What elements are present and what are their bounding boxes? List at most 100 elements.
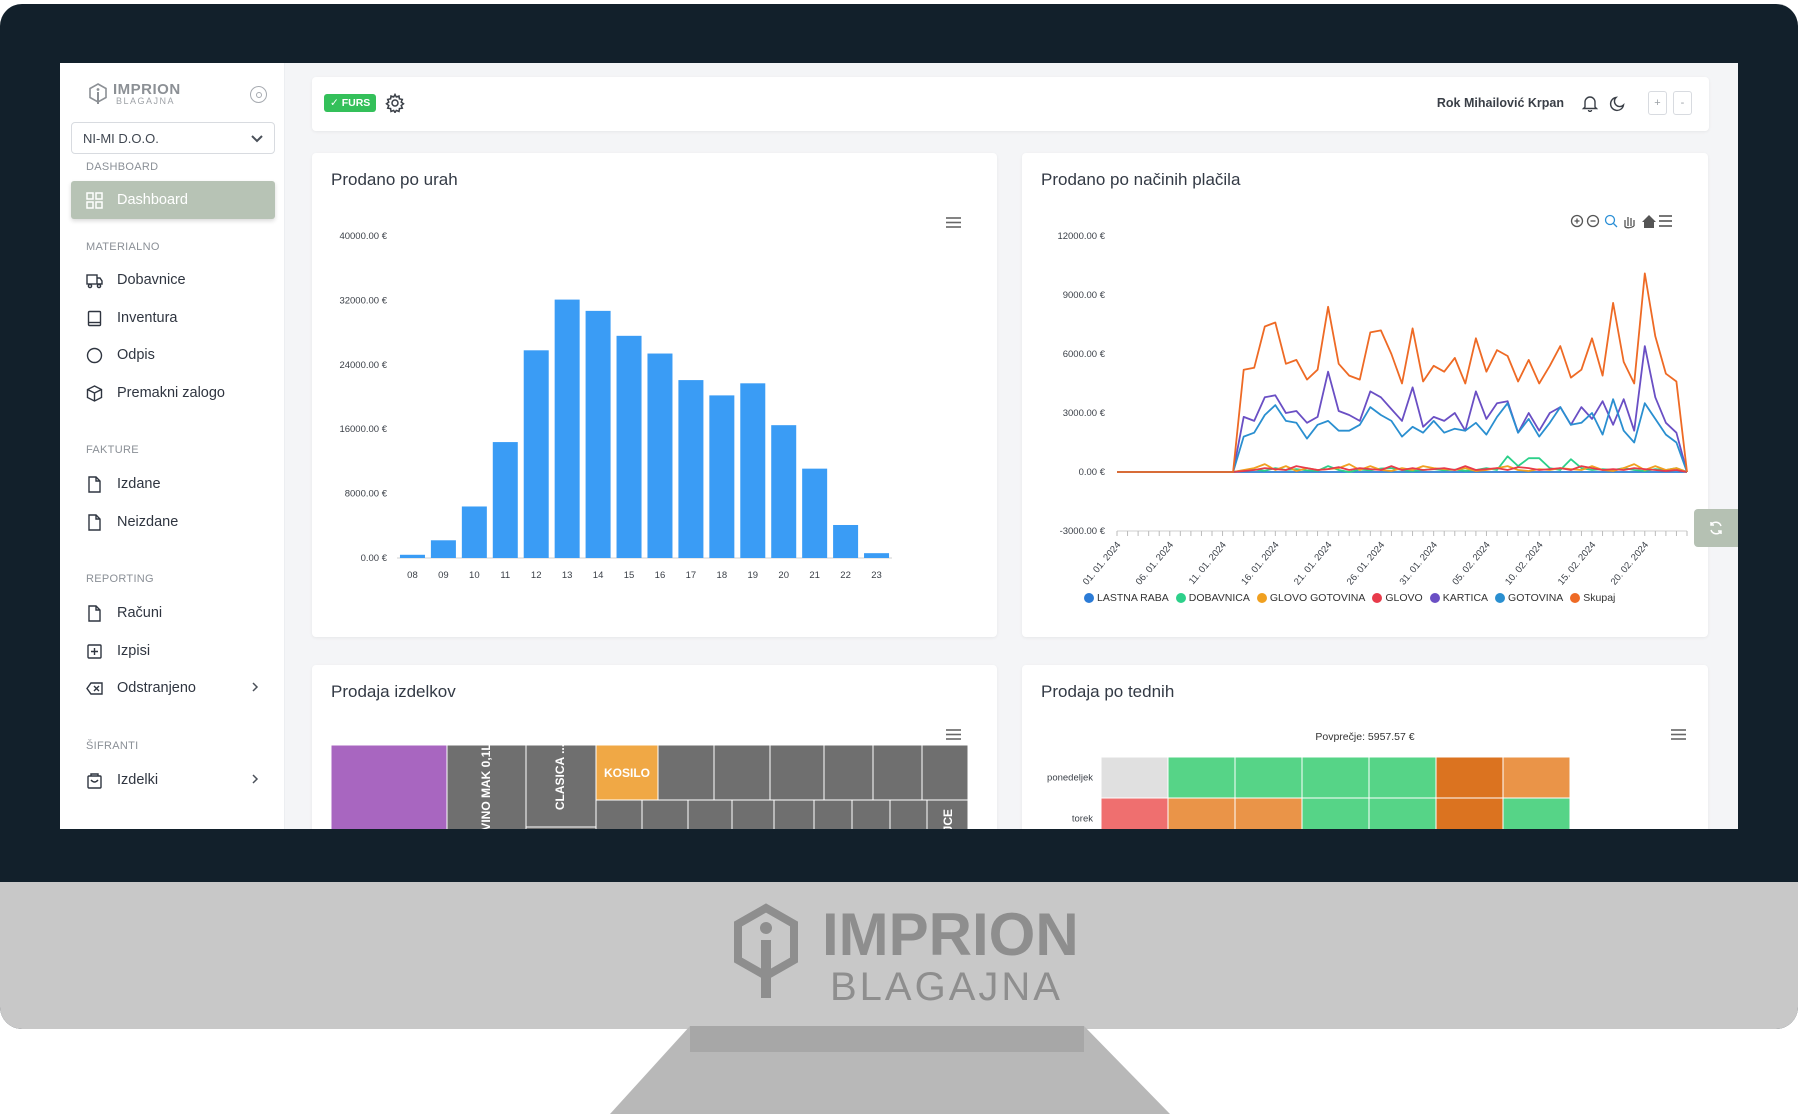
x-tick-label: 01. 01. 2024 (1081, 540, 1123, 588)
sidebar-item-label: Izdelki (117, 772, 159, 788)
box-icon (86, 384, 103, 402)
legend-item[interactable]: GLOVO (1372, 592, 1423, 604)
sidebar-item-izpisi[interactable]: Izpisi (71, 632, 275, 670)
sidebar-item-inventura[interactable]: Inventura (71, 299, 275, 337)
magnify-icon[interactable] (1604, 214, 1618, 228)
file-icon (88, 604, 101, 622)
file-icon (88, 513, 101, 531)
company-select[interactable]: NI-MI D.O.O. (71, 122, 275, 154)
row-label: torek (1072, 814, 1093, 825)
sidebar-item-label: Dashboard (117, 192, 188, 208)
sidebar-item-label: Inventura (117, 310, 178, 326)
chart-menu-icon[interactable] (946, 217, 961, 228)
zoom-in-icon[interactable] (1570, 214, 1584, 228)
sidebar-item-label: Izdane (117, 476, 161, 492)
card-title: Prodaja izdelkov (331, 682, 456, 701)
y-tick-label: 9000.00 € (1063, 290, 1106, 301)
legend-item[interactable]: GOTOVINA (1495, 592, 1563, 604)
weekly-average: Povprečje: 5957.57 € (1315, 731, 1415, 743)
zoom-in-button[interactable]: + (1648, 91, 1667, 115)
legend-marker (1570, 593, 1581, 603)
bar (554, 299, 580, 558)
treemap-cell (872, 745, 923, 801)
x-tick-label: 17 (686, 570, 697, 581)
x-tick-label: 16. 01. 2024 (1239, 540, 1281, 588)
sidebar-item-dobavnice[interactable]: Dobavnice (71, 261, 275, 299)
sidebar-item-racuni[interactable]: Računi (71, 594, 275, 632)
refresh-button[interactable] (1694, 509, 1738, 547)
zoom-out-button[interactable]: - (1673, 91, 1692, 115)
sidebar-item-label: Odpis (117, 347, 155, 363)
heatmap-cell (1100, 756, 1169, 799)
sidebar-item-izdane[interactable]: Izdane (71, 465, 275, 503)
circle-icon (86, 347, 103, 363)
sidebar-collapse-button[interactable] (250, 86, 267, 103)
user-name[interactable]: Rok Mihailović Krpan (1436, 96, 1564, 110)
treemap-cell (889, 799, 928, 829)
legend-marker (1084, 593, 1094, 603)
x-tick-label: 19 (747, 570, 758, 581)
bar (740, 383, 766, 558)
legend-item[interactable]: KARTICA (1429, 592, 1488, 604)
bar (833, 524, 859, 558)
x-tick-label: 21 (809, 570, 820, 581)
legend-item[interactable]: DOBAVNICA (1175, 592, 1250, 604)
x-tick-label: 08 (407, 570, 418, 581)
legend-item[interactable]: LASTNA RABA (1084, 592, 1169, 604)
sidebar-item-odpis[interactable]: Odpis (71, 336, 275, 374)
chart-menu-icon[interactable] (946, 729, 961, 740)
sidebar-item-dashboard[interactable]: Dashboard (71, 181, 275, 219)
chart-menu-icon[interactable] (1659, 215, 1672, 227)
pan-icon[interactable] (1624, 217, 1635, 229)
chart-menu-icon[interactable] (1671, 729, 1686, 740)
sidebar-logo[interactable]: IMPRION BLAGAJNA (89, 79, 181, 109)
x-tick-label: 16 (655, 570, 666, 581)
sidebar-item-neizdane[interactable]: Neizdane (71, 503, 275, 541)
payments-line-chart: -3000.00 € 0.00 € 3000.00 € 6000.00 € 9000.0… (1057, 231, 1688, 588)
treemap-cell (926, 799, 969, 829)
x-tick-label: 22 (840, 570, 851, 581)
legend-label: GOTOVINA (1508, 592, 1564, 604)
treemap-label: AJCE (941, 809, 955, 829)
bell-icon[interactable] (1581, 94, 1599, 112)
x-tick-label: 09 (438, 570, 449, 581)
logo-icon (89, 83, 107, 104)
brand-name: IMPRION (822, 901, 1079, 968)
legend-marker (1256, 593, 1267, 603)
heatmap-cell (1234, 756, 1303, 799)
y-tick-label: 32000.00 € (339, 295, 387, 306)
sidebar-item-odstranjeno[interactable]: Odstranjeno (71, 669, 275, 707)
treemap-cell (687, 799, 733, 829)
heatmap-cell (1301, 756, 1370, 799)
chart-legend: LASTNA RABA DOBAVNICA GLOVO GOTOVINA GLOVO K… (1084, 592, 1615, 604)
furs-status-badge[interactable]: ✓ FURS (324, 94, 377, 112)
nav-section-fakture: FAKTURE (86, 444, 139, 456)
truck-icon (86, 273, 103, 288)
hourly-bar-chart: 0.00 € 8000.00 € 16000.00 € 24000.00 € 32000… (339, 231, 892, 581)
sidebar-item-izdelki[interactable]: Izdelki (71, 761, 275, 799)
x-tick-label: 23 (871, 570, 882, 581)
x-tick-label: 31. 01. 2024 (1398, 540, 1440, 588)
legend-item[interactable]: Skupaj (1570, 592, 1615, 604)
moon-icon[interactable] (1609, 94, 1627, 112)
weekly-heatmap: ponedeljek torek (1047, 756, 1571, 829)
zoom-out-icon[interactable] (1586, 214, 1600, 228)
x-tick-label: 15. 02. 2024 (1556, 540, 1598, 588)
home-icon[interactable] (1642, 215, 1656, 228)
heatmap-cell (1301, 797, 1370, 829)
hourly-sales-card: Prodano po urah 0.00 € 8000.00 € 16000.00 … (312, 153, 997, 637)
x-tick-label: 14 (593, 570, 604, 581)
x-tick-label: 10. 02. 2024 (1503, 540, 1545, 588)
sidebar-item-premakni-zalogo[interactable]: Premakni zalogo (71, 374, 275, 412)
treemap-cell (851, 799, 891, 829)
brand-sub: BLAGAJNA (830, 965, 1063, 1009)
x-tick-label: 11. 01. 2024 (1187, 540, 1229, 587)
sidebar-item-label: Izpisi (117, 643, 151, 659)
treemap-cell (641, 799, 689, 829)
legend-item[interactable]: GLOVO GOTOVINA (1256, 592, 1365, 604)
heatmap-cell (1100, 797, 1169, 829)
y-tick-label: 0.00 € (1079, 467, 1106, 478)
gear-icon[interactable] (385, 93, 405, 113)
monitor-stand (610, 1026, 1170, 1114)
